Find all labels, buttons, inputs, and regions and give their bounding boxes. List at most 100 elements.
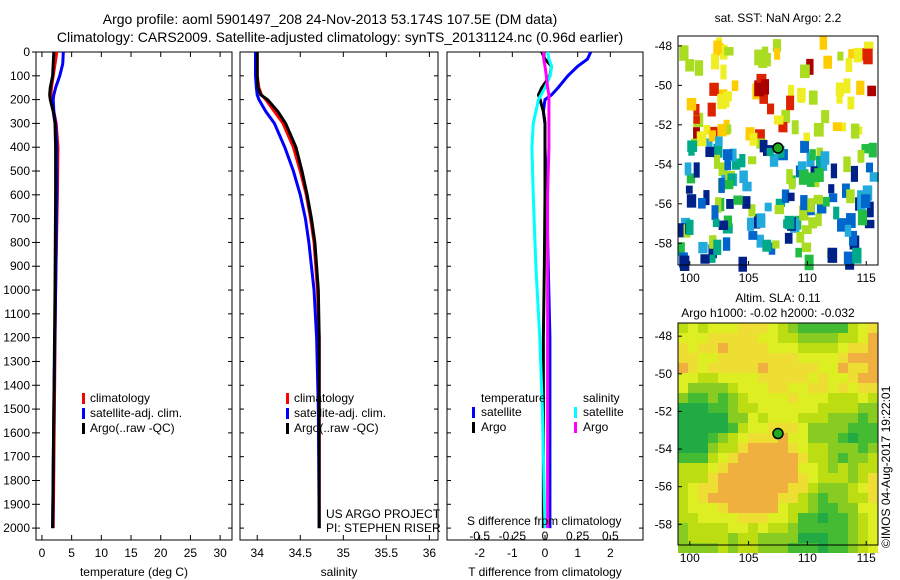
- sst-pixel: [800, 140, 810, 153]
- sla-pixel: [808, 423, 818, 433]
- sst-pixel: [749, 132, 758, 146]
- sla-pixel: [808, 343, 818, 353]
- sst-pixel: [748, 204, 756, 217]
- legend-label: climatology: [294, 391, 354, 405]
- sst-pixel: [703, 124, 711, 135]
- map-subtitle: Argo h1000: -0.02 h2000: -0.032: [681, 306, 855, 320]
- series-line-climatology: [255, 52, 321, 529]
- sla-pixel: [748, 383, 758, 393]
- sla-pixel: [788, 443, 798, 453]
- sla-pixel: [818, 543, 828, 553]
- sla-pixel: [728, 363, 738, 373]
- x-tick-label: 35: [337, 546, 351, 560]
- sla-pixel: [868, 503, 878, 513]
- x-tick-label: 0: [39, 546, 46, 560]
- sla-pixel: [868, 453, 878, 463]
- sla-pixel: [698, 333, 708, 343]
- legend-swatch: [286, 393, 289, 404]
- sst-pixel: [718, 220, 729, 230]
- sla-pixel: [718, 323, 728, 333]
- argo-location-marker: [772, 142, 784, 154]
- sst-pixel: [846, 213, 856, 228]
- sst-pixel: [754, 49, 765, 66]
- sla-pixel: [858, 483, 868, 493]
- sla-pixel: [838, 513, 848, 523]
- sla-pixel: [728, 333, 738, 343]
- x-tick-label: 100: [680, 551, 700, 565]
- sla-pixel: [798, 493, 808, 503]
- sst-pixel: [724, 124, 732, 134]
- sla-pixel: [678, 423, 688, 433]
- sst-pixel: [781, 189, 790, 203]
- legend-swatch: [286, 408, 289, 419]
- map-title: sat. SST: NaN Argo: 2.2: [715, 11, 842, 25]
- legend-label: satellite: [481, 405, 522, 419]
- sla-pixel: [788, 463, 798, 473]
- map-title: Altim. SLA: 0.11: [735, 291, 820, 305]
- sla-pixel: [848, 363, 858, 373]
- sla-pixel: [828, 453, 838, 463]
- sst-pixel: [694, 60, 704, 76]
- sst-pixel: [813, 194, 823, 205]
- legend-swatch: [82, 393, 85, 404]
- sla-pixel: [768, 333, 778, 343]
- sst-pixel: [717, 123, 727, 137]
- sst-pixel: [822, 196, 830, 207]
- sst-pixel: [713, 239, 722, 256]
- sst-pixel: [718, 162, 728, 177]
- sla-pixel: [818, 533, 828, 543]
- sla-pixel: [708, 513, 718, 523]
- sst-pixel: [748, 231, 758, 240]
- sst-pixel: [849, 230, 858, 246]
- sla-pixel: [768, 343, 778, 353]
- sst-pixel: [685, 59, 695, 72]
- sst-pixel: [693, 127, 700, 141]
- sst-pixel: [731, 158, 741, 170]
- sst-pixel: [756, 213, 766, 228]
- sla-pixel: [718, 493, 728, 503]
- sla-pixel: [858, 453, 868, 463]
- sla-pixel: [678, 533, 688, 543]
- sla-pixel: [708, 423, 718, 433]
- x2-tick-label: 0.5: [602, 529, 619, 543]
- sst-pixel: [715, 136, 723, 147]
- sla-pixel: [738, 343, 748, 353]
- sst-pixel: [850, 165, 859, 182]
- sla-pixel: [688, 463, 698, 473]
- sla-pixel: [818, 413, 828, 423]
- sla-pixel: [708, 493, 718, 503]
- sla-pixel: [838, 523, 848, 533]
- y-tick-label: 1300: [3, 354, 30, 368]
- sla-pixel: [798, 423, 808, 433]
- salinity-panel: 34 34.5 35 35.5 36 salinity climatologysatelli…: [239, 51, 439, 579]
- sla-pixel: [708, 373, 718, 383]
- sla-pixel: [718, 333, 728, 343]
- sst-pixel: [730, 148, 737, 162]
- sst-pixel: [705, 138, 713, 154]
- sla-pixel: [738, 353, 748, 363]
- sla-pixel: [858, 383, 868, 393]
- sla-pixel: [688, 393, 698, 403]
- sla-pixel: [758, 493, 768, 503]
- sla-pixel: [688, 483, 698, 493]
- sla-pixel: [728, 513, 738, 523]
- x2-tick-label: 0: [542, 529, 549, 543]
- sla-pixel: [758, 363, 768, 373]
- x-tick-label: 0: [542, 546, 549, 560]
- sst-pixel: [759, 92, 768, 104]
- sst-pixel: [708, 244, 717, 259]
- sla-pixel: [808, 503, 818, 513]
- sst-pixel: [714, 197, 722, 213]
- map-frame: [677, 322, 879, 546]
- sla-pixel: [808, 403, 818, 413]
- sst-pixel: [723, 179, 734, 190]
- sla-pixel: [728, 523, 738, 533]
- sla-pixel: [778, 343, 788, 353]
- sst-pixel: [756, 73, 767, 83]
- sla-pixel: [718, 473, 728, 483]
- y-tick-label: 100: [10, 69, 30, 83]
- sla-pixel: [728, 503, 738, 513]
- sla-pixel: [748, 543, 758, 553]
- sst-pixel: [820, 151, 830, 165]
- sla-pixel: [828, 343, 838, 353]
